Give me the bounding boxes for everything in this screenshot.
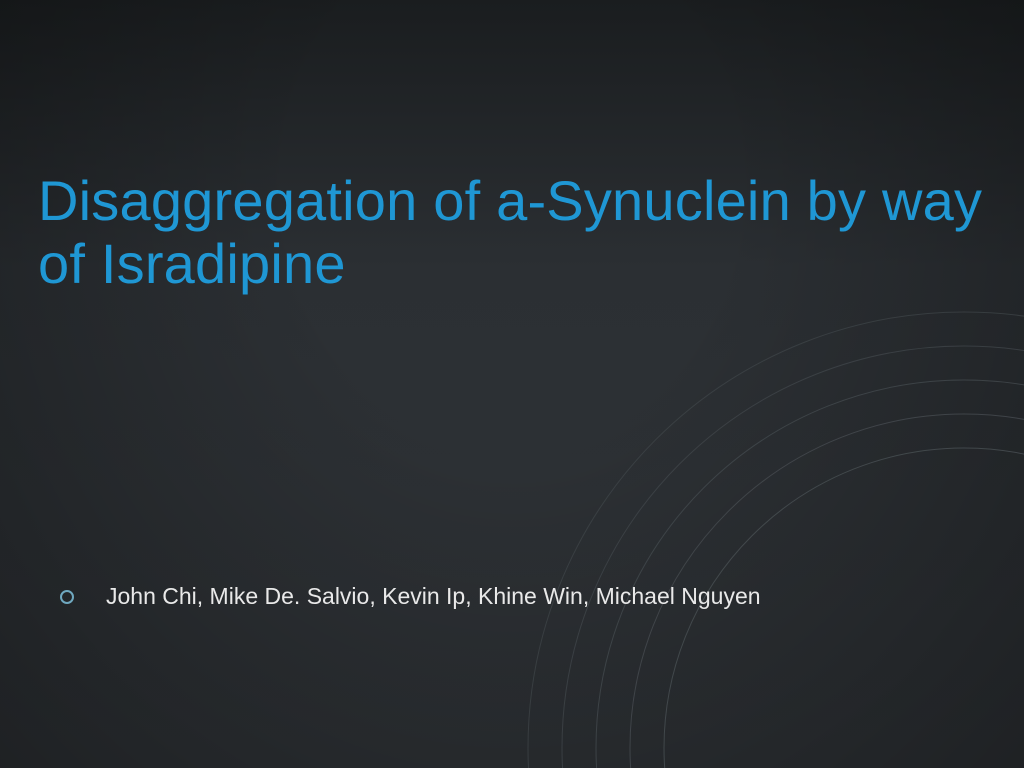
- slide-authors: John Chi, Mike De. Salvio, Kevin Ip, Khi…: [106, 582, 964, 612]
- slide-title: Disaggregation of a-Synuclein by way of …: [38, 170, 984, 295]
- title-slide: Disaggregation of a-Synuclein by way of …: [0, 0, 1024, 768]
- bullet-icon: [60, 590, 74, 604]
- vignette-overlay: [0, 0, 1024, 768]
